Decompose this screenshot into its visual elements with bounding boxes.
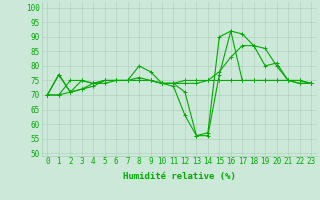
- X-axis label: Humidité relative (%): Humidité relative (%): [123, 172, 236, 181]
